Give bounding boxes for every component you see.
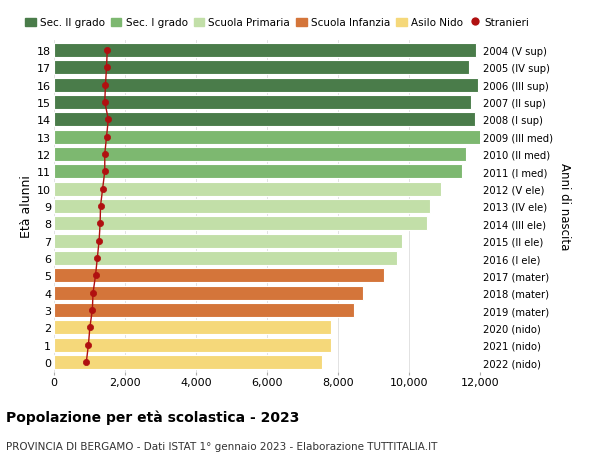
Bar: [54, 286, 363, 300]
Bar: [54, 200, 430, 213]
Bar: [54, 303, 354, 318]
Bar: [54, 217, 427, 231]
Bar: [54, 78, 478, 93]
Bar: [54, 355, 322, 369]
Bar: [54, 234, 402, 248]
Bar: [54, 95, 471, 110]
Bar: [54, 61, 469, 75]
Bar: [54, 44, 476, 58]
Bar: [54, 269, 384, 283]
Y-axis label: Età alunni: Età alunni: [20, 175, 33, 238]
Bar: [54, 130, 482, 145]
Legend: Sec. II grado, Sec. I grado, Scuola Primaria, Scuola Infanzia, Asilo Nido, Stran: Sec. II grado, Sec. I grado, Scuola Prim…: [25, 18, 529, 28]
Y-axis label: Anni di nascita: Anni di nascita: [559, 163, 571, 250]
Bar: [54, 252, 397, 266]
Bar: [54, 182, 441, 196]
Bar: [54, 147, 466, 162]
Text: PROVINCIA DI BERGAMO - Dati ISTAT 1° gennaio 2023 - Elaborazione TUTTITALIA.IT: PROVINCIA DI BERGAMO - Dati ISTAT 1° gen…: [6, 441, 437, 451]
Bar: [54, 113, 475, 127]
Bar: [54, 320, 331, 335]
Bar: [54, 338, 331, 352]
Bar: [54, 165, 462, 179]
Text: Popolazione per età scolastica - 2023: Popolazione per età scolastica - 2023: [6, 410, 299, 425]
